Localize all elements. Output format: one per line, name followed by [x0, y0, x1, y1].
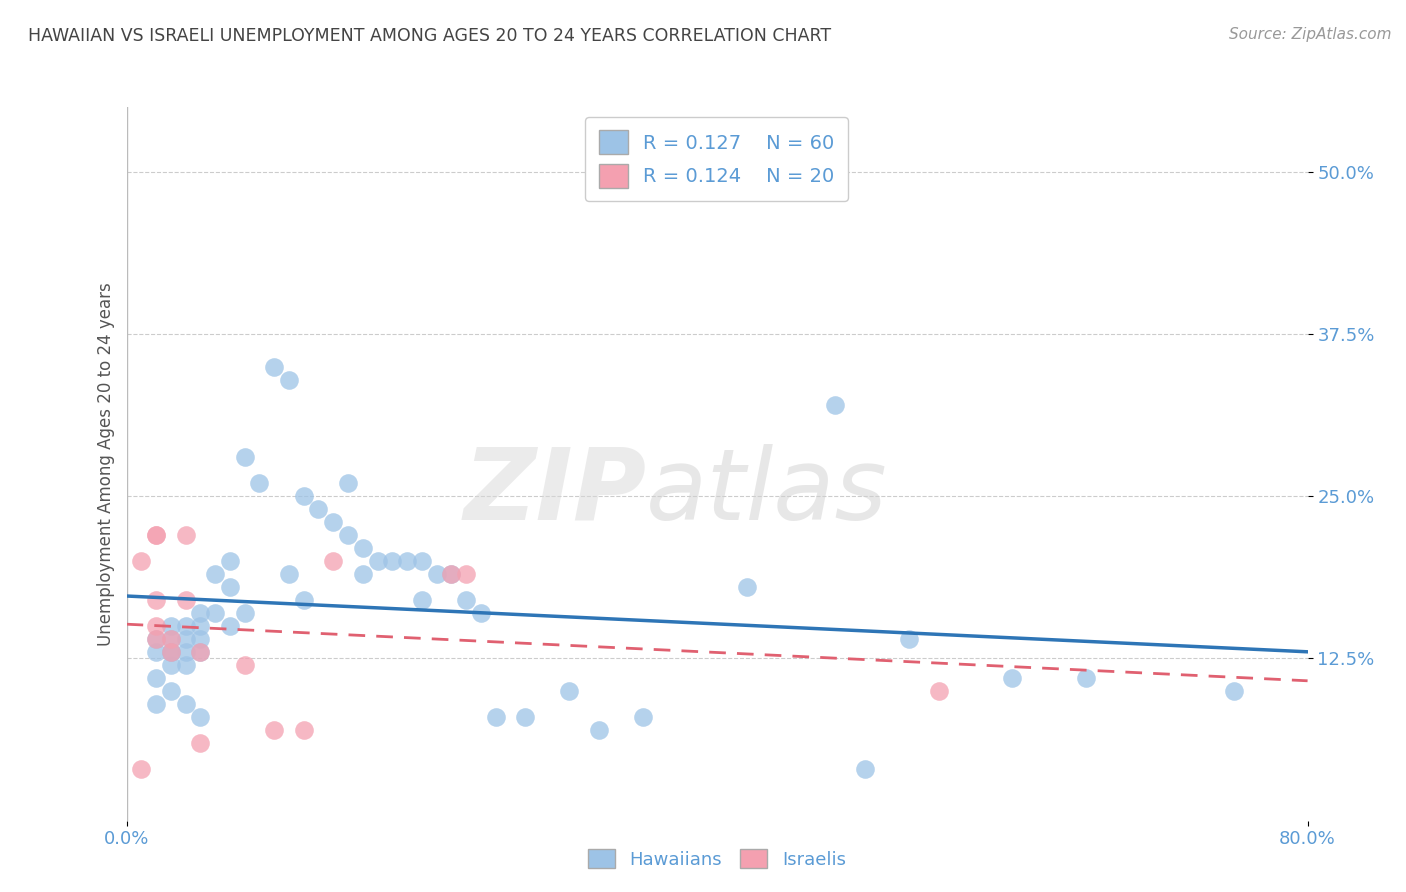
Point [381, 554, 404, 568]
Point [145, 528, 167, 542]
Point [1076, 671, 1098, 685]
Y-axis label: Unemployment Among Ages 20 to 24 years: Unemployment Among Ages 20 to 24 years [97, 282, 115, 646]
Point [366, 554, 388, 568]
Point [263, 359, 285, 374]
Point [174, 645, 197, 659]
Point [352, 567, 374, 582]
Point [145, 632, 167, 646]
Point [159, 684, 183, 698]
Point [219, 554, 242, 568]
Point [278, 567, 301, 582]
Point [204, 567, 226, 582]
Point [515, 710, 537, 724]
Point [292, 489, 315, 503]
Point [1001, 671, 1024, 685]
Point [174, 619, 197, 633]
Point [352, 541, 374, 556]
Point [188, 710, 211, 724]
Legend: Hawaiians, Israelis: Hawaiians, Israelis [581, 842, 853, 876]
Point [174, 528, 197, 542]
Point [129, 762, 153, 776]
Point [174, 657, 197, 672]
Point [337, 476, 360, 491]
Point [129, 554, 153, 568]
Point [853, 762, 876, 776]
Point [411, 593, 433, 607]
Point [188, 645, 211, 659]
Text: Source: ZipAtlas.com: Source: ZipAtlas.com [1229, 27, 1392, 42]
Point [159, 632, 183, 646]
Point [897, 632, 920, 646]
Text: atlas: atlas [647, 444, 887, 541]
Point [425, 567, 447, 582]
Point [263, 723, 285, 737]
Point [1222, 684, 1246, 698]
Text: HAWAIIAN VS ISRAELI UNEMPLOYMENT AMONG AGES 20 TO 24 YEARS CORRELATION CHART: HAWAIIAN VS ISRAELI UNEMPLOYMENT AMONG A… [28, 27, 831, 45]
Point [159, 657, 183, 672]
Point [558, 684, 581, 698]
Point [159, 645, 183, 659]
Point [454, 593, 477, 607]
Point [174, 593, 197, 607]
Point [322, 554, 344, 568]
Point [337, 528, 360, 542]
Point [188, 645, 211, 659]
Point [174, 697, 197, 711]
Point [631, 710, 654, 724]
Point [292, 593, 315, 607]
Point [322, 515, 344, 529]
Point [247, 476, 270, 491]
Point [188, 606, 211, 620]
Point [145, 528, 167, 542]
Point [928, 684, 950, 698]
Point [145, 645, 167, 659]
Point [307, 502, 329, 516]
Point [735, 580, 758, 594]
Point [411, 554, 433, 568]
Point [159, 645, 183, 659]
Point [188, 736, 211, 750]
Point [188, 632, 211, 646]
Text: ZIP: ZIP [463, 444, 647, 541]
Point [188, 619, 211, 633]
Point [204, 606, 226, 620]
Point [219, 619, 242, 633]
Point [174, 632, 197, 646]
Point [233, 450, 256, 465]
Point [145, 697, 167, 711]
Point [440, 567, 463, 582]
Point [470, 606, 492, 620]
Point [233, 606, 256, 620]
Point [278, 372, 301, 386]
Point [145, 619, 167, 633]
Point [233, 657, 256, 672]
Point [440, 567, 463, 582]
Point [145, 593, 167, 607]
Point [292, 723, 315, 737]
Point [145, 671, 167, 685]
Point [454, 567, 477, 582]
Point [145, 632, 167, 646]
Point [824, 399, 846, 413]
Point [484, 710, 508, 724]
Point [159, 619, 183, 633]
Point [588, 723, 610, 737]
Point [396, 554, 419, 568]
Point [159, 632, 183, 646]
Point [159, 645, 183, 659]
Point [219, 580, 242, 594]
